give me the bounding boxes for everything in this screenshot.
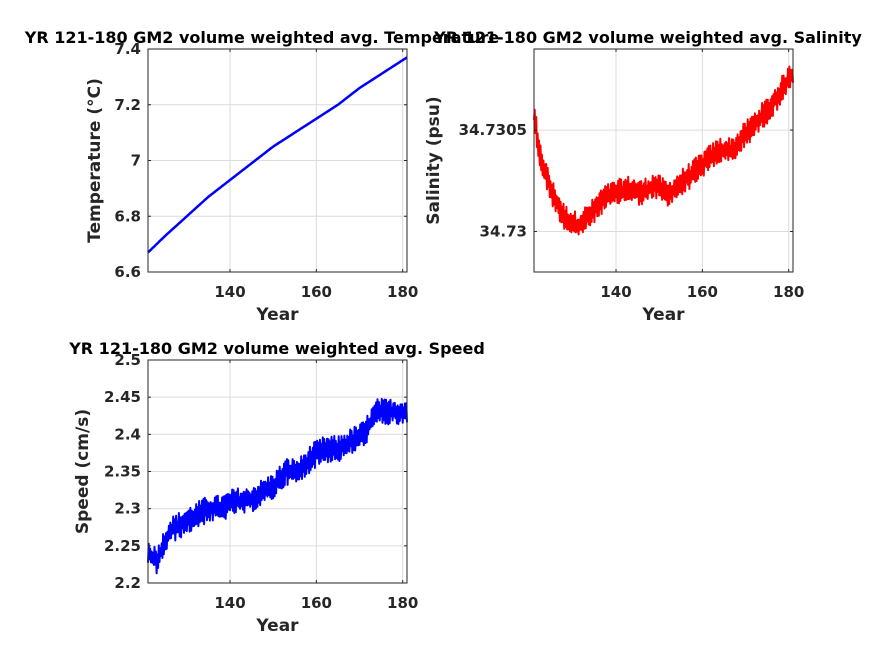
y-axis-label: Salinity (psu) <box>424 96 444 224</box>
chart-3: 140 160 180 2.2 2.25 2.3 2.35 2.4 2.45 2.5 Year Spe… <box>68 339 485 636</box>
y-tick-label: 2.4 <box>114 425 141 443</box>
y-tick-label: 7.4 <box>114 40 141 58</box>
chart-2: 140 160 180 34.73 34.7305 Year Salinity (psu) Y… <box>424 28 862 325</box>
x-axis-label: Year <box>255 616 299 636</box>
y-tick-label: 34.73 <box>480 222 527 240</box>
series-line <box>533 65 794 236</box>
y-axis-label: Temperature (°C) <box>85 78 105 243</box>
x-tick-label: 160 <box>301 594 332 612</box>
y-tick-label: 34.7305 <box>459 121 527 139</box>
x-tick-label: 180 <box>387 283 418 301</box>
chart-1: 140 160 180 6.6 6.8 7 7.2 7.4 Year Temperature (°… <box>24 28 500 325</box>
x-tick-label: 140 <box>214 283 245 301</box>
x-tick-label: 180 <box>773 283 804 301</box>
chart-title: YR 121-180 GM2 volume weighted avg. Spee… <box>68 339 485 358</box>
chart-title: YR 121-180 GM2 volume weighted avg. Temp… <box>24 28 500 47</box>
series-line <box>147 397 408 575</box>
y-tick-label: 2.45 <box>104 388 141 406</box>
x-axis-label: Year <box>641 305 685 325</box>
x-tick-label: 140 <box>214 594 245 612</box>
x-tick-label: 180 <box>387 594 418 612</box>
y-axis-label: Speed (cm/s) <box>73 409 93 534</box>
y-tick-label: 7.2 <box>114 96 141 114</box>
y-tick-label: 2.25 <box>104 537 141 555</box>
y-tick-label: 2.35 <box>104 463 141 481</box>
axes-box <box>533 48 794 273</box>
y-tick-label: 2.3 <box>114 500 141 518</box>
x-tick-label: 140 <box>600 283 631 301</box>
y-tick-label: 2.5 <box>114 351 141 369</box>
y-tick-label: 2.2 <box>114 574 141 592</box>
chart-title: YR 121-180 GM2 volume weighted avg. Sali… <box>433 28 862 47</box>
y-tick-label: 6.6 <box>114 263 141 281</box>
series-line <box>147 56 408 254</box>
y-tick-label: 6.8 <box>114 207 141 225</box>
x-tick-label: 160 <box>301 283 332 301</box>
x-axis-label: Year <box>255 305 299 325</box>
x-tick-label: 160 <box>687 283 718 301</box>
y-tick-label: 7 <box>131 152 141 170</box>
